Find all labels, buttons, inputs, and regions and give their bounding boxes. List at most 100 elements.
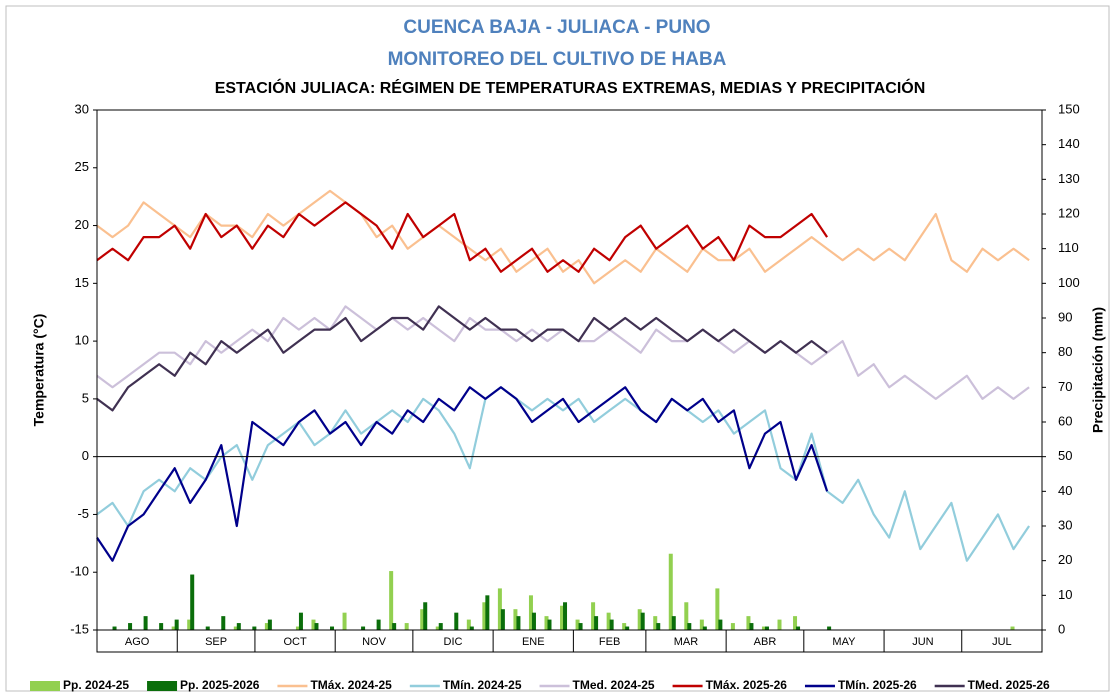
precip-bar	[438, 623, 443, 630]
precip-bar	[466, 619, 471, 630]
y-tick-label: -15	[70, 621, 89, 636]
y-tick-label: 25	[75, 159, 89, 174]
bars	[112, 553, 1015, 630]
month-label: AGO	[125, 636, 150, 648]
precip-bar	[112, 626, 117, 630]
precip-bar	[497, 588, 502, 630]
legend-label: TMed. 2024-25	[573, 678, 655, 692]
precip-bar	[435, 626, 440, 630]
month-label: JUN	[912, 636, 933, 648]
precip-bar	[516, 616, 521, 630]
month-label: SEP	[205, 636, 227, 648]
precip-bar	[205, 626, 210, 630]
precip-bar	[547, 619, 552, 630]
precip-bar	[793, 616, 798, 630]
precip-bar	[174, 619, 179, 630]
precip-bar	[563, 602, 568, 630]
y2-tick-label: 20	[1058, 552, 1072, 567]
y2-tick-label: 130	[1058, 171, 1080, 186]
y-tick-label: 0	[82, 448, 89, 463]
chart-frame	[5, 5, 1110, 692]
precip-bar	[796, 626, 801, 630]
y2-tick-label: 40	[1058, 483, 1072, 498]
precip-bar	[609, 619, 614, 630]
precip-bar	[671, 616, 676, 630]
precip-bar	[485, 595, 490, 630]
month-label: NOV	[362, 636, 387, 648]
month-label: DIC	[444, 636, 463, 648]
precip-bar	[187, 619, 192, 630]
precip-bar	[531, 612, 536, 630]
legend-label: TMín. 2025-26	[838, 678, 917, 692]
legend-swatch	[147, 681, 178, 691]
y-tick-label: 10	[75, 333, 89, 348]
precip-bar	[128, 623, 133, 630]
precip-bar	[342, 612, 347, 630]
precip-bar	[389, 571, 394, 630]
precip-bar	[314, 623, 319, 630]
precip-bar	[749, 623, 754, 630]
legend: Pp. 2024-25 Pp. 2025-2026 TMáx. 2024-25 TMí…	[30, 678, 1050, 692]
precip-bar	[640, 612, 645, 630]
precip-bar	[594, 616, 599, 630]
month-label: MAY	[832, 636, 856, 648]
precip-bar	[1010, 626, 1015, 630]
precip-bar	[298, 612, 303, 630]
temp-line	[96, 305, 828, 412]
precip-bar	[420, 609, 425, 630]
y2-tick-label: 140	[1058, 136, 1080, 151]
precip-bar	[376, 619, 381, 630]
precip-bar	[528, 595, 533, 630]
precip-bar	[190, 574, 195, 630]
y2-tick-label: 90	[1058, 309, 1072, 324]
precip-bar	[622, 623, 627, 630]
precip-bar	[637, 609, 642, 630]
y-tick-label: 15	[75, 275, 89, 290]
precip-bar	[469, 626, 474, 630]
precip-bar	[699, 619, 704, 630]
precip-bar	[159, 623, 164, 630]
precip-bar	[777, 619, 782, 630]
month-label: ABR	[754, 636, 777, 648]
y-tick-label: 5	[82, 390, 89, 405]
precip-bar	[715, 588, 720, 630]
precip-bar	[513, 609, 518, 630]
legend-swatch	[30, 681, 60, 691]
precip-bar	[311, 619, 316, 630]
precip-bar	[730, 623, 735, 630]
legend-label: Pp. 2024-25	[63, 678, 129, 692]
precip-bar	[668, 553, 673, 630]
y2-tick-label: 100	[1058, 275, 1080, 290]
precip-bar	[295, 626, 300, 630]
y2-tick-label: 120	[1058, 205, 1080, 220]
month-label: JUL	[992, 636, 1012, 648]
precip-bar	[361, 626, 366, 630]
precip-bar	[827, 626, 832, 630]
precip-bar	[171, 626, 176, 630]
precip-bar	[606, 612, 611, 630]
precip-bar	[746, 616, 751, 630]
axes: -15 -10 -5 0 5 10 15 20 25 30 0 10 20 30 40 50 60 70 80 90 1…	[70, 101, 1080, 653]
precip-bar	[764, 626, 769, 630]
y-tick-label: 20	[75, 217, 89, 232]
legend-label: TMáx. 2025-26	[706, 678, 788, 692]
precip-bar	[656, 623, 661, 630]
y2-tick-label: 70	[1058, 379, 1072, 394]
y2-tick-label: 150	[1058, 101, 1080, 116]
precip-bar	[454, 612, 459, 630]
month-label: MAR	[674, 636, 699, 648]
precip-bar	[718, 619, 723, 630]
y2-tick-label: 10	[1058, 587, 1072, 602]
precip-bar	[423, 602, 428, 630]
precip-bar	[252, 626, 257, 630]
y-axis-title: Temperatura (°C)	[31, 314, 47, 427]
precip-bar	[143, 616, 148, 630]
y2-tick-label: 110	[1058, 240, 1079, 255]
chart-caption: ESTACIÓN JULIACA: RÉGIMEN DE TEMPERATURA…	[215, 78, 926, 97]
chart-title: CUENCA BAJA - JULIACA - PUNO	[403, 17, 710, 38]
y2-tick-label: 50	[1058, 448, 1072, 463]
precip-bar	[500, 609, 505, 630]
legend-label: TMed. 2025-26	[968, 678, 1050, 692]
precip-bar	[392, 623, 397, 630]
